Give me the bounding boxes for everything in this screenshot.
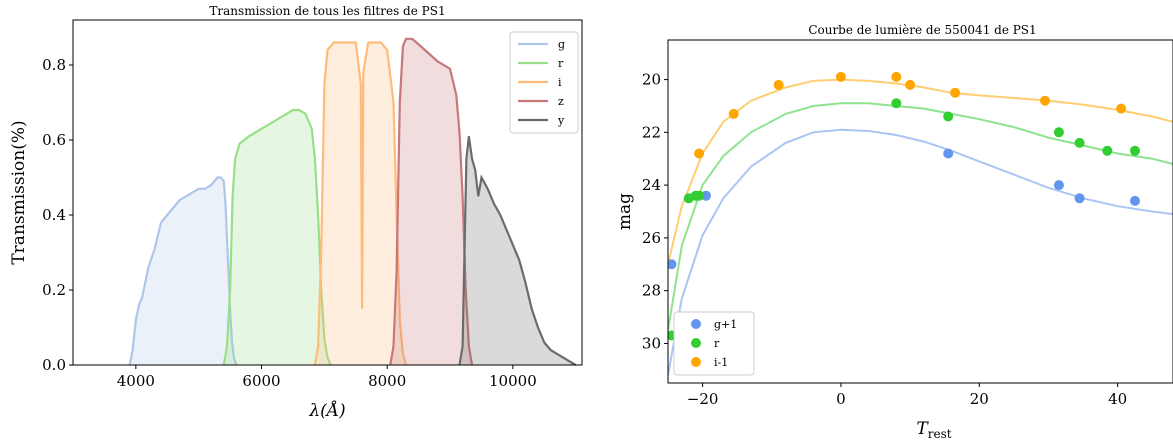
filter-g-line bbox=[128, 176, 238, 366]
right-ytick-label: 20 bbox=[642, 71, 661, 89]
right-plot-content bbox=[668, 71, 1173, 376]
right-xtick-label: 40 bbox=[1108, 390, 1127, 408]
left-xtick-label: 4000 bbox=[117, 372, 155, 390]
right-xtick-label: 20 bbox=[970, 390, 989, 408]
data-point-i-1 bbox=[773, 79, 784, 90]
left-ytick-label: 0.0 bbox=[42, 356, 66, 374]
right-y-axis-label: mag bbox=[615, 193, 635, 230]
legend-marker-r bbox=[691, 338, 701, 348]
right-xtick-label: 0 bbox=[836, 390, 846, 408]
right-plot-frame bbox=[667, 39, 1173, 384]
legend-label-g+1: g+1 bbox=[714, 318, 737, 331]
left-chart-title: Transmission de tous les filtres de PS1 bbox=[209, 4, 445, 18]
data-point-i-1 bbox=[905, 79, 916, 90]
right-x-axis-label: Trest bbox=[916, 419, 951, 441]
left-xtick-label: 6000 bbox=[242, 372, 280, 390]
data-point-g+1 bbox=[943, 148, 954, 159]
data-point-r bbox=[943, 111, 954, 122]
data-point-i-1 bbox=[1040, 95, 1050, 106]
left-ytick-label: 0.4 bbox=[42, 206, 66, 224]
legend-label-r: r bbox=[714, 337, 720, 350]
legend-label-i: i bbox=[558, 76, 562, 89]
data-point-r bbox=[891, 98, 902, 109]
left-ytick-label: 0.6 bbox=[42, 131, 66, 149]
data-point-i-1 bbox=[950, 87, 961, 98]
data-point-r bbox=[694, 190, 705, 201]
data-point-g+1 bbox=[668, 259, 677, 270]
data-point-g+1 bbox=[1053, 180, 1064, 191]
legend-label-r: r bbox=[558, 57, 564, 70]
data-point-g+1 bbox=[701, 190, 711, 201]
left-xtick-label: 10000 bbox=[489, 372, 537, 390]
right-ytick-label: 24 bbox=[642, 176, 661, 194]
filter-r-area bbox=[223, 110, 331, 365]
right-ytick-label: 22 bbox=[642, 123, 661, 141]
x-axis-label-subscript: rest bbox=[928, 427, 952, 441]
right-ytick-label: 28 bbox=[642, 282, 661, 300]
lightcurve-fit-r bbox=[668, 102, 1173, 331]
filter-y-line bbox=[458, 136, 577, 366]
right-xtick-label: −20 bbox=[687, 390, 719, 408]
data-point-r bbox=[1053, 127, 1064, 138]
legend-label-z: z bbox=[558, 95, 564, 108]
data-point-i-1 bbox=[728, 108, 739, 119]
data-point-i-1 bbox=[1116, 103, 1127, 114]
data-point-g+1 bbox=[1074, 193, 1085, 204]
left-y-axis-label: Transmission(%) bbox=[9, 120, 29, 264]
x-axis-label-main: T bbox=[916, 419, 929, 439]
data-point-r bbox=[1102, 145, 1113, 156]
legend-label-y: y bbox=[557, 114, 565, 127]
legend-marker-g+1 bbox=[691, 319, 701, 329]
legend-label-i-1: i-1 bbox=[714, 356, 728, 369]
left-plot-frame bbox=[72, 19, 583, 366]
left-ytick-label: 0.8 bbox=[42, 56, 66, 74]
left-ytick-label: 0.2 bbox=[42, 281, 66, 299]
data-point-g+1 bbox=[1130, 195, 1140, 206]
right-ytick-label: 26 bbox=[642, 229, 661, 247]
legend-marker-i-1 bbox=[691, 357, 701, 367]
right-chart-title: Courbe de lumière de 550041 de PS1 bbox=[808, 23, 1036, 37]
left-xtick-label: 8000 bbox=[368, 372, 406, 390]
data-point-i-1 bbox=[891, 71, 902, 82]
lightcurve-fit-i-1 bbox=[668, 78, 1173, 265]
right-ytick-label: 30 bbox=[642, 334, 661, 352]
filter-z-area bbox=[390, 38, 472, 366]
data-point-i-1 bbox=[835, 71, 846, 82]
data-point-r bbox=[1130, 145, 1140, 156]
data-point-i-1 bbox=[694, 148, 705, 159]
filter-g-area bbox=[129, 177, 237, 365]
legend-label-g: g bbox=[558, 38, 565, 51]
left-x-axis-label: λ(Å) bbox=[308, 400, 345, 421]
filter-y-area bbox=[459, 136, 576, 365]
data-point-r bbox=[1074, 137, 1085, 148]
